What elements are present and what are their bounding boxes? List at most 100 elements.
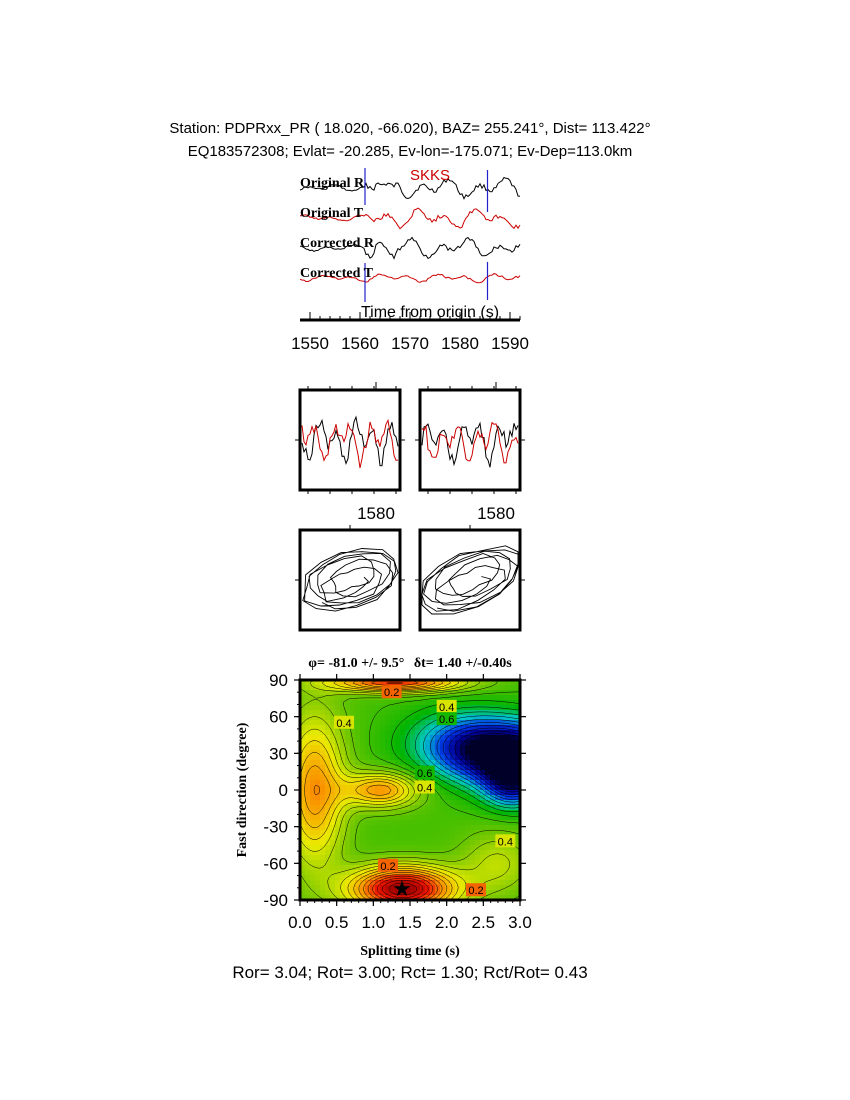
energy-map-cell <box>325 680 331 686</box>
energy-map-cell <box>315 855 321 861</box>
energy-map-cell <box>465 760 471 766</box>
energy-map-cell <box>350 760 356 766</box>
energy-map-cell <box>440 735 446 741</box>
energy-map-cell <box>385 760 391 766</box>
energy-map-cell <box>310 820 316 826</box>
energy-map-cell <box>425 745 431 751</box>
energy-map-cell <box>355 820 361 826</box>
energy-map-cell <box>300 770 306 776</box>
energy-map-cell <box>315 725 321 731</box>
energy-map-cell <box>310 735 316 741</box>
energy-map-cell <box>460 700 466 706</box>
energy-map-cell <box>370 765 376 771</box>
energy-map-cell <box>440 765 446 771</box>
energy-map-cell <box>355 735 361 741</box>
energy-map-cell <box>380 880 386 886</box>
energy-map-cell <box>470 835 476 841</box>
energy-map-cell <box>390 875 396 881</box>
energy-map-cell <box>470 700 476 706</box>
energy-map-cell <box>335 835 341 841</box>
energy-map-cell <box>415 755 421 761</box>
energy-map-cell <box>380 730 386 736</box>
energy-map-cell <box>465 785 471 791</box>
energy-map-cell <box>385 805 391 811</box>
energy-contour-line <box>388 882 417 896</box>
energy-map-cell <box>395 820 401 826</box>
energy-map-cell <box>380 785 386 791</box>
energy-map-cell <box>485 880 491 886</box>
energy-map-cell <box>345 875 351 881</box>
phi-result: φ= -81.0 +/- 9.5° <box>308 656 404 671</box>
energy-map-cell <box>515 840 520 846</box>
energy-map-cell <box>505 890 511 896</box>
energy-map-cell <box>350 855 356 861</box>
energy-map-cell <box>410 680 416 686</box>
energy-map-cell <box>440 885 446 891</box>
energy-map-cell <box>340 875 346 881</box>
energy-map-cell <box>465 790 471 796</box>
energy-map-cell <box>350 735 356 741</box>
energy-map-cell <box>500 810 506 816</box>
energy-map-cell <box>325 695 331 701</box>
energy-map-cell <box>360 745 366 751</box>
energy-map-cell <box>380 850 386 856</box>
energy-map-cell <box>510 725 516 731</box>
energy-map-cell <box>515 715 520 721</box>
energy-map-cell <box>335 810 341 816</box>
energy-map-cell <box>505 785 511 791</box>
energy-map-cell <box>410 850 416 856</box>
energy-map-cell <box>500 880 506 886</box>
energy-map-cell <box>430 880 436 886</box>
energy-map-cell <box>405 845 411 851</box>
energy-map-cell <box>360 825 366 831</box>
energy-map-cell <box>370 810 376 816</box>
energy-map-cell <box>450 855 456 861</box>
energy-map-cell <box>370 775 376 781</box>
energy-map-cell <box>495 825 501 831</box>
energy-map-cell <box>510 690 516 696</box>
energy-map-cell <box>440 890 446 896</box>
energy-map-cell <box>470 875 476 881</box>
energy-map-cell <box>400 800 406 806</box>
energy-map-cell <box>480 835 486 841</box>
energy-map-cell <box>380 845 386 851</box>
energy-map-cell <box>310 755 316 761</box>
energy-map-cell <box>320 785 326 791</box>
energy-map-cell <box>420 880 426 886</box>
energy-map-cell <box>465 765 471 771</box>
energy-map-cell <box>310 840 316 846</box>
energy-map-cell <box>515 770 520 776</box>
energy-map-cell <box>495 745 501 751</box>
energy-map-cell <box>455 870 461 876</box>
energy-map-contour-labels: 0.20.40.60.40.60.40.40.20.2 <box>334 685 516 897</box>
energy-map-cell <box>330 825 336 831</box>
energy-map-cell <box>515 755 520 761</box>
energy-map-cell <box>330 820 336 826</box>
energy-map-cell <box>375 715 381 721</box>
energy-map-cell <box>400 795 406 801</box>
energy-map-cell <box>405 745 411 751</box>
energy-map-cell <box>500 690 506 696</box>
energy-map-cell <box>455 705 461 711</box>
energy-map-cell <box>425 685 431 691</box>
energy-map-cell <box>475 755 481 761</box>
energy-map-cell <box>395 765 401 771</box>
energy-map-cell <box>440 880 446 886</box>
energy-map-cell <box>355 855 361 861</box>
energy-map-cell <box>325 755 331 761</box>
energy-map-cell <box>450 775 456 781</box>
energy-map-cell <box>510 890 516 896</box>
energy-map-cell <box>345 750 351 756</box>
energy-map-cell <box>300 705 306 711</box>
energy-map-cell <box>355 870 361 876</box>
energy-map-cell <box>305 755 311 761</box>
energy-map-cell <box>335 790 341 796</box>
energy-map-cell <box>365 735 371 741</box>
energy-map-cell <box>305 795 311 801</box>
energy-map-cell <box>495 730 501 736</box>
energy-map-cell <box>445 730 451 736</box>
energy-map-cell <box>340 800 346 806</box>
energy-map-cell <box>375 710 381 716</box>
energy-map-cell <box>410 805 416 811</box>
energy-map-cell <box>440 870 446 876</box>
